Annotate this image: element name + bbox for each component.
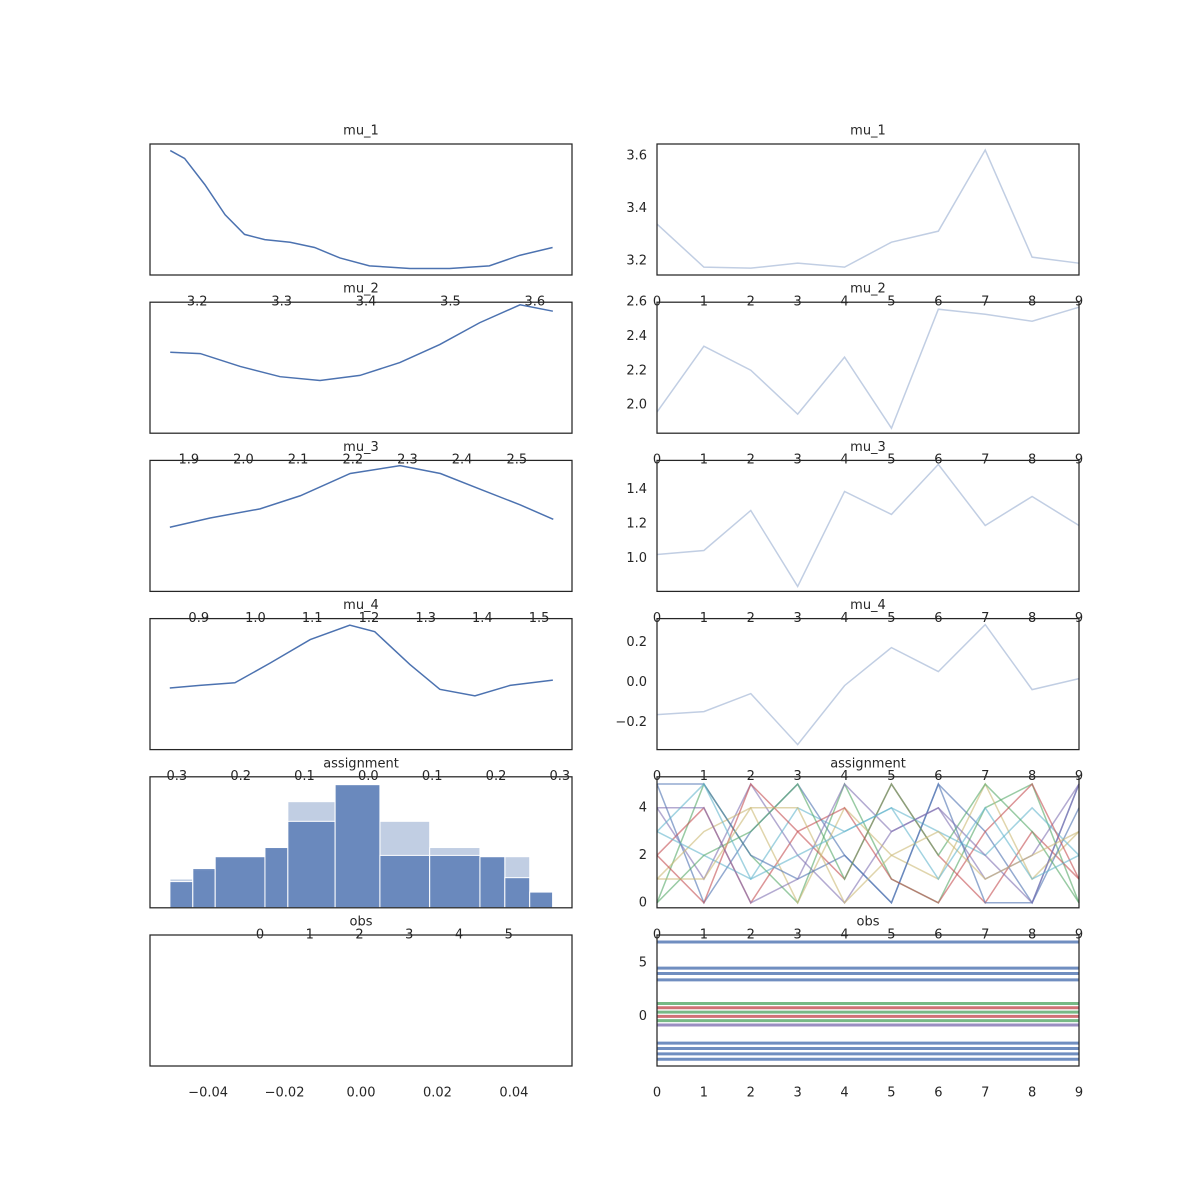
series-line bbox=[656, 782, 1080, 881]
panel-title: mu_1 bbox=[343, 124, 379, 139]
x-tick-label: 6 bbox=[934, 1086, 942, 1101]
histogram-bar bbox=[214, 856, 266, 909]
series-line bbox=[169, 464, 554, 528]
x-tick-label: 8 bbox=[1028, 1086, 1036, 1101]
axes-frame bbox=[656, 459, 1080, 593]
series-line bbox=[656, 148, 1080, 269]
histogram-bar bbox=[287, 820, 336, 909]
y-tick-label: 3.2 bbox=[626, 254, 647, 269]
y-tick-label: 1.0 bbox=[626, 551, 647, 566]
series-line bbox=[657, 782, 1080, 905]
y-tick-label: −0.2 bbox=[615, 715, 647, 730]
axes-frame bbox=[656, 301, 1080, 434]
histogram-bar bbox=[529, 891, 554, 909]
panel-title: obs bbox=[350, 915, 373, 930]
x-tick-label: 0.00 bbox=[347, 1086, 376, 1101]
y-tick-label: 2 bbox=[639, 848, 647, 863]
axes-frame bbox=[656, 776, 1080, 909]
histogram-bar bbox=[479, 856, 506, 909]
axes-frame bbox=[656, 143, 1080, 276]
y-tick-label: 1.2 bbox=[626, 516, 647, 531]
series-line bbox=[656, 782, 1080, 905]
x-tick-label: −0.04 bbox=[188, 1086, 228, 1101]
y-tick-label: 3.4 bbox=[626, 201, 647, 216]
x-tick-label: −0.02 bbox=[265, 1086, 305, 1101]
y-tick-label: 5 bbox=[639, 955, 647, 970]
y-tick-label: 2.2 bbox=[626, 363, 647, 378]
x-tick-label: 0.02 bbox=[423, 1086, 452, 1101]
y-tick-label: 2.0 bbox=[626, 398, 647, 413]
axes-frame bbox=[149, 776, 573, 909]
axes-frame bbox=[656, 617, 1080, 751]
x-tick-label: 5 bbox=[887, 1086, 895, 1101]
x-tick-label: 1 bbox=[700, 1086, 708, 1101]
panel-title: mu_2 bbox=[850, 282, 886, 297]
panel-title: mu_1 bbox=[850, 124, 886, 139]
y-tick-label: 2.6 bbox=[626, 295, 647, 310]
histogram-bar bbox=[192, 868, 216, 909]
x-tick-label: 2 bbox=[747, 1086, 755, 1101]
axes-frame bbox=[149, 617, 573, 751]
series-line bbox=[656, 463, 1080, 588]
axes-frame bbox=[149, 143, 573, 276]
histogram-bar bbox=[429, 854, 481, 909]
y-tick-label: 1.4 bbox=[626, 482, 647, 497]
panel-title: mu_2 bbox=[343, 282, 379, 297]
panel-title: assignment bbox=[323, 756, 399, 771]
panel-title: mu_4 bbox=[850, 598, 886, 613]
y-tick-label: 2.4 bbox=[626, 329, 647, 344]
panel-title: mu_3 bbox=[343, 440, 379, 455]
axes-frame bbox=[656, 934, 1080, 1067]
y-tick-label: 0.2 bbox=[626, 635, 647, 650]
panel-title: obs bbox=[857, 915, 880, 930]
histogram-bar bbox=[334, 784, 381, 909]
histogram-bar bbox=[504, 877, 531, 909]
axes-frame bbox=[149, 934, 573, 1067]
y-tick-label: 4 bbox=[639, 800, 647, 815]
x-tick-label: 4 bbox=[840, 1086, 848, 1101]
axes-frame bbox=[149, 301, 573, 434]
panel-title: assignment bbox=[830, 756, 906, 771]
axes-frame bbox=[149, 459, 573, 593]
x-tick-label: 9 bbox=[1075, 1086, 1083, 1101]
x-tick-label: 0.04 bbox=[499, 1086, 528, 1101]
x-tick-label: 3 bbox=[794, 1086, 802, 1101]
histogram-bar bbox=[169, 881, 194, 909]
series-line bbox=[170, 303, 554, 382]
y-tick-label: 0 bbox=[639, 1009, 647, 1024]
histogram-bar bbox=[264, 847, 289, 909]
series-line bbox=[656, 306, 1080, 430]
x-tick-label: 0 bbox=[653, 1086, 661, 1101]
x-tick-label: 7 bbox=[981, 1086, 989, 1101]
y-tick-label: 3.6 bbox=[626, 149, 647, 164]
series-line bbox=[657, 807, 1080, 905]
series-line bbox=[169, 624, 553, 697]
panel-title: mu_4 bbox=[343, 598, 379, 613]
series-line bbox=[656, 623, 1080, 746]
series-line bbox=[169, 149, 553, 270]
histogram-bar bbox=[379, 854, 431, 909]
y-tick-label: 0 bbox=[639, 895, 647, 910]
y-tick-label: 0.0 bbox=[626, 675, 647, 690]
panel-title: mu_3 bbox=[850, 440, 886, 455]
